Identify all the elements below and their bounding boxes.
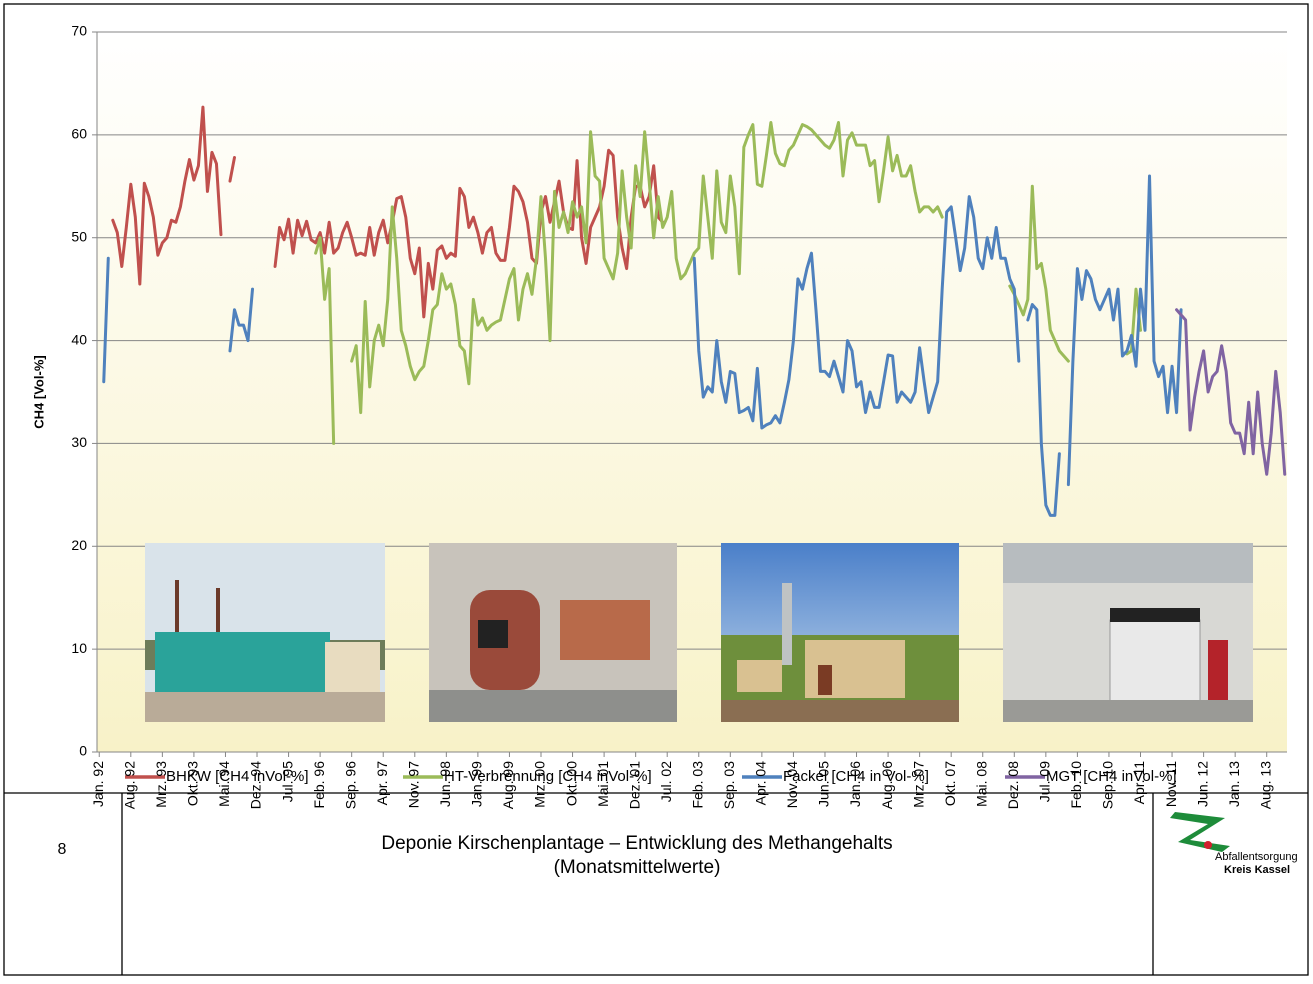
x-tick-label: Okt. 93 — [185, 761, 201, 806]
x-tick-label: Mrz. 93 — [153, 761, 169, 808]
x-tick-label: Apr. 04 — [753, 761, 769, 806]
x-tick-label: Jan. 06 — [847, 761, 863, 807]
series-line — [111, 105, 665, 319]
legend: BHKW [CH4 inVol-%] HT-Verbrennung [CH4 in… — [125, 768, 1177, 785]
x-tick-label: Dez. 01 — [626, 761, 642, 809]
x-tick-label: Jan. 13 — [1226, 761, 1242, 807]
x-tick-label: Mai. 01 — [595, 761, 611, 807]
legend-label: BHKW [CH4 inVol-%] — [166, 768, 309, 785]
x-tick-label: Jun. 98 — [437, 761, 453, 807]
y-axis-title: CH4 [Vol-%] — [31, 355, 46, 428]
logo-text: Kreis Kassel — [1224, 864, 1290, 876]
x-tick-label: Nov. 04 — [784, 761, 800, 808]
y-tick-label: 30 — [71, 434, 87, 450]
x-tick-label: Jan. 92 — [90, 761, 106, 807]
y-tick-label: 70 — [71, 23, 87, 39]
photo-mgt — [1003, 543, 1253, 722]
x-tick-label: Sep. 03 — [721, 761, 737, 809]
x-tick-label: Mrz. 00 — [532, 761, 548, 808]
y-tick-label: 40 — [71, 331, 87, 347]
photo-fackel — [721, 543, 959, 722]
footer-title: (Monatsmittelwerte) — [554, 857, 721, 878]
x-tick-label: Sep. 10 — [1100, 761, 1116, 809]
y-tick-label: 50 — [71, 228, 87, 244]
photo-ht — [429, 543, 677, 722]
x-tick-label: Okt. 00 — [563, 761, 579, 806]
legend-label: MGT [CH4 inVol-%] — [1046, 768, 1177, 785]
x-tick-label: Nov. 97 — [405, 761, 421, 808]
series-line — [314, 121, 1142, 445]
x-tick-label: Feb. 10 — [1068, 761, 1084, 809]
x-tick-label: Dez. 08 — [1005, 761, 1021, 809]
series-line — [1175, 308, 1287, 476]
x-tick-label: Feb. 96 — [311, 761, 327, 809]
x-tick-label: Mai. 94 — [216, 761, 232, 807]
x-tick-label: Jul. 09 — [1037, 761, 1053, 802]
series-line — [102, 174, 1183, 517]
y-tick-label: 10 — [71, 640, 87, 656]
x-tick-label: Jul. 02 — [658, 761, 674, 802]
x-tick-label: Mrz. 07 — [910, 761, 926, 808]
x-tick-label: Jun. 05 — [816, 761, 832, 807]
x-tick-label: Nov. 11 — [1163, 761, 1179, 807]
page-number: 8 — [58, 841, 67, 858]
x-tick-label: Aug. 06 — [879, 761, 895, 809]
y-tick-label: 20 — [71, 537, 87, 553]
logo: Abfallentsorgung Kreis Kassel — [1170, 812, 1298, 876]
x-tick-label: Jun. 12 — [1194, 761, 1210, 807]
y-tick-label: 0 — [79, 743, 87, 759]
x-tick-label: Apr. 97 — [374, 761, 390, 806]
lines — [102, 105, 1287, 517]
x-tick-label: Sep. 96 — [342, 761, 358, 809]
footer-title: Deponie Kirschenplantage – Entwicklung d… — [381, 833, 892, 854]
x-tick-label: Jul. 95 — [279, 761, 295, 802]
x-tick-label: Aug. 13 — [1257, 761, 1273, 809]
x-tick-label: Aug. 92 — [122, 761, 138, 809]
x-tick-label: Feb. 03 — [689, 761, 705, 809]
x-tick-label: Okt. 07 — [942, 761, 958, 806]
x-tick-label: Apr. 11 — [1131, 761, 1147, 805]
x-tick-label: Dez. 94 — [248, 761, 264, 809]
outer-frame — [3, 3, 1309, 976]
x-tick-label: Mai. 08 — [973, 761, 989, 807]
legend-label: HT-Verbrennung [CH4 inVol-%] — [444, 768, 652, 785]
y-tick-label: 60 — [71, 126, 87, 142]
photo-bhkw — [145, 543, 385, 722]
x-tick-label: Aug. 99 — [500, 761, 516, 809]
legend-label: Fackel [CH4 in Vol-%] — [783, 768, 929, 785]
logo-text: Abfallentsorgung — [1215, 851, 1298, 863]
x-tick-label: Jan. 99 — [469, 761, 485, 807]
